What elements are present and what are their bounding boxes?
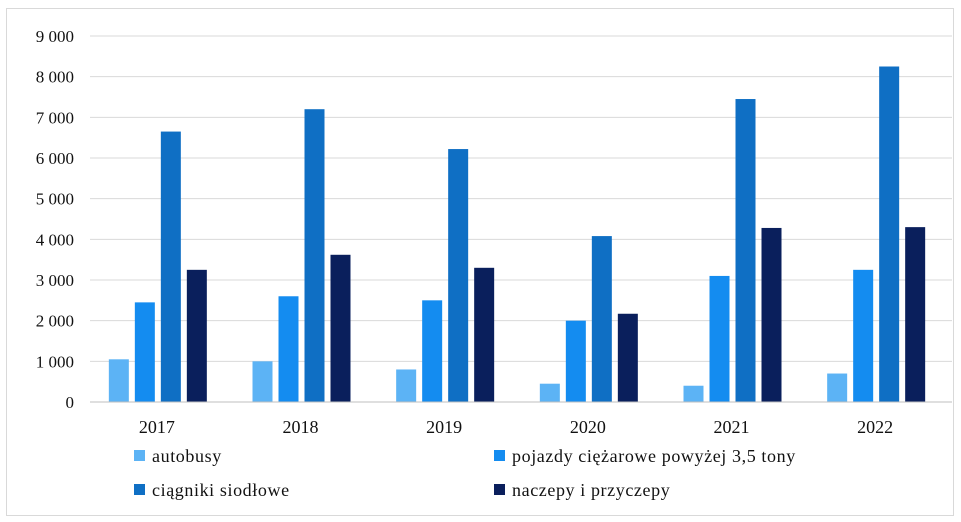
legend-label: ciągniki siodłowe	[152, 480, 290, 500]
y-tick-label: 1 000	[36, 352, 74, 371]
bar-autobusy-2022	[827, 373, 848, 402]
y-tick-label: 3 000	[36, 271, 74, 290]
bar-ci-gniki-siod-owe-2017	[160, 131, 181, 403]
x-tick-label: 2018	[283, 417, 319, 437]
bar-autobusy-2019	[396, 369, 417, 402]
legend-label: pojazdy ciężarowe powyżej 3,5 tony	[512, 446, 796, 466]
x-tick-label: 2017	[139, 417, 175, 437]
bar-ci-gniki-siod-owe-2022	[879, 66, 900, 402]
legend-swatch	[134, 450, 145, 461]
x-tick-label: 2022	[857, 417, 893, 437]
bars	[108, 66, 926, 403]
bar-pojazdy-ci-arowe-powy-ej-3-5-tony-2022	[853, 269, 874, 402]
y-tick-label: 8 000	[36, 68, 74, 87]
legend-swatch	[134, 484, 145, 495]
y-tick-label: 5 000	[36, 190, 74, 209]
y-axis-ticks: 0 1 000 2 000 3 000 4 000 5 000 6 000 7 000 8 00…	[36, 27, 74, 412]
bar-ci-gniki-siod-owe-2021	[735, 99, 756, 403]
y-tick-label: 2 000	[36, 312, 74, 331]
bar-naczepy-i-przyczepy-2021	[761, 227, 782, 402]
legend-label: naczepy i przyczepy	[512, 480, 670, 500]
bar-pojazdy-ci-arowe-powy-ej-3-5-tony-2018	[278, 296, 299, 402]
bar-autobusy-2018	[252, 361, 273, 402]
bar-ci-gniki-siod-owe-2020	[591, 236, 612, 402]
y-tick-label: 4 000	[36, 230, 74, 249]
bar-pojazdy-ci-arowe-powy-ej-3-5-tony-2019	[422, 300, 443, 402]
bar-pojazdy-ci-arowe-powy-ej-3-5-tony-2017	[134, 302, 155, 402]
bar-autobusy-2021	[683, 385, 704, 402]
bar-naczepy-i-przyczepy-2019	[474, 267, 495, 402]
legend-swatch	[494, 484, 505, 495]
legend-label: autobusy	[152, 446, 222, 466]
bar-naczepy-i-przyczepy-2017	[186, 269, 207, 402]
y-tick-label: 0	[66, 393, 75, 412]
x-tick-label: 2020	[570, 417, 606, 437]
y-tick-label: 7 000	[36, 108, 74, 127]
bar-naczepy-i-przyczepy-2018	[330, 254, 351, 402]
x-tick-label: 2019	[426, 417, 462, 437]
bar-naczepy-i-przyczepy-2020	[617, 313, 638, 402]
bar-autobusy-2017	[108, 359, 129, 402]
gridlines	[90, 35, 952, 362]
bar-naczepy-i-przyczepy-2022	[905, 227, 926, 402]
bar-ci-gniki-siod-owe-2018	[304, 109, 325, 402]
bar-ci-gniki-siod-owe-2019	[448, 149, 469, 402]
x-axis-ticks: 2017 2018 2019 2020 2021 2022	[139, 417, 893, 437]
legend: autobusy pojazdy ciężarowe powyżej 3,5 to…	[134, 446, 796, 500]
bar-pojazdy-ci-arowe-powy-ej-3-5-tony-2021	[709, 275, 730, 402]
bar-pojazdy-ci-arowe-powy-ej-3-5-tony-2020	[565, 320, 586, 402]
bar-autobusy-2020	[539, 383, 560, 402]
legend-swatch	[494, 450, 505, 461]
y-tick-label: 6 000	[36, 149, 74, 168]
y-tick-label: 9 000	[36, 27, 74, 46]
x-tick-label: 2021	[714, 417, 750, 437]
